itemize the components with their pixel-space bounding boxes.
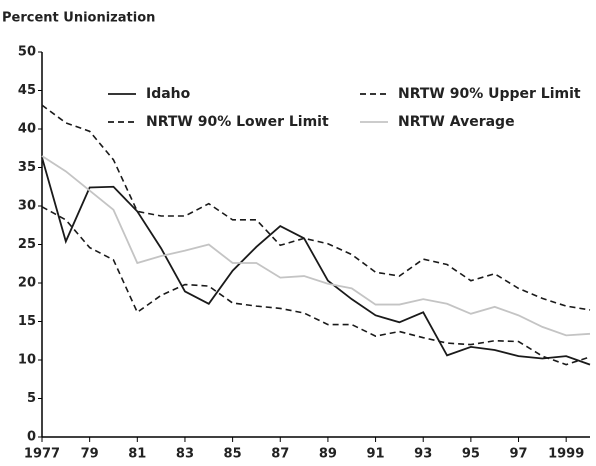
legend-label: NRTW 90% Upper Limit <box>398 86 581 102</box>
series-line <box>41 157 591 366</box>
y-tick-label: 30 <box>18 199 36 214</box>
x-tick-label: 81 <box>128 447 146 462</box>
y-tick-label: 20 <box>18 276 36 291</box>
y-tick-label: 45 <box>18 83 36 98</box>
x-tick-label: 83 <box>176 447 194 462</box>
x-tick-label: 85 <box>224 447 242 462</box>
x-tick-label: 1977 <box>24 447 60 462</box>
x-tick-label: 97 <box>509 447 527 462</box>
legend-label: Idaho <box>146 86 191 102</box>
y-tick-label: 25 <box>18 237 36 252</box>
x-tick-label: 79 <box>81 447 99 462</box>
series-line <box>41 155 591 337</box>
y-tick-label: 10 <box>18 353 36 368</box>
y-tick-label: 5 <box>27 391 36 406</box>
y-tick-label: 0 <box>27 430 36 445</box>
x-tick-label: 93 <box>414 447 432 462</box>
legend-label: NRTW 90% Lower Limit <box>146 114 329 130</box>
x-tick-label: 95 <box>462 447 480 462</box>
legend-label: NRTW Average <box>398 114 515 130</box>
x-tick-label: 89 <box>319 447 337 462</box>
x-tick-label: 1999 <box>548 447 584 462</box>
y-tick-label: 50 <box>18 45 36 60</box>
series-line <box>41 206 591 366</box>
x-tick-label: 91 <box>367 447 385 462</box>
series-line <box>41 104 591 311</box>
y-tick-label: 40 <box>18 122 36 137</box>
y-axis-title: Percent Unionization <box>2 11 155 26</box>
y-tick-label: 35 <box>18 160 36 175</box>
y-tick-label: 15 <box>18 314 36 329</box>
x-tick-label: 87 <box>271 447 289 462</box>
